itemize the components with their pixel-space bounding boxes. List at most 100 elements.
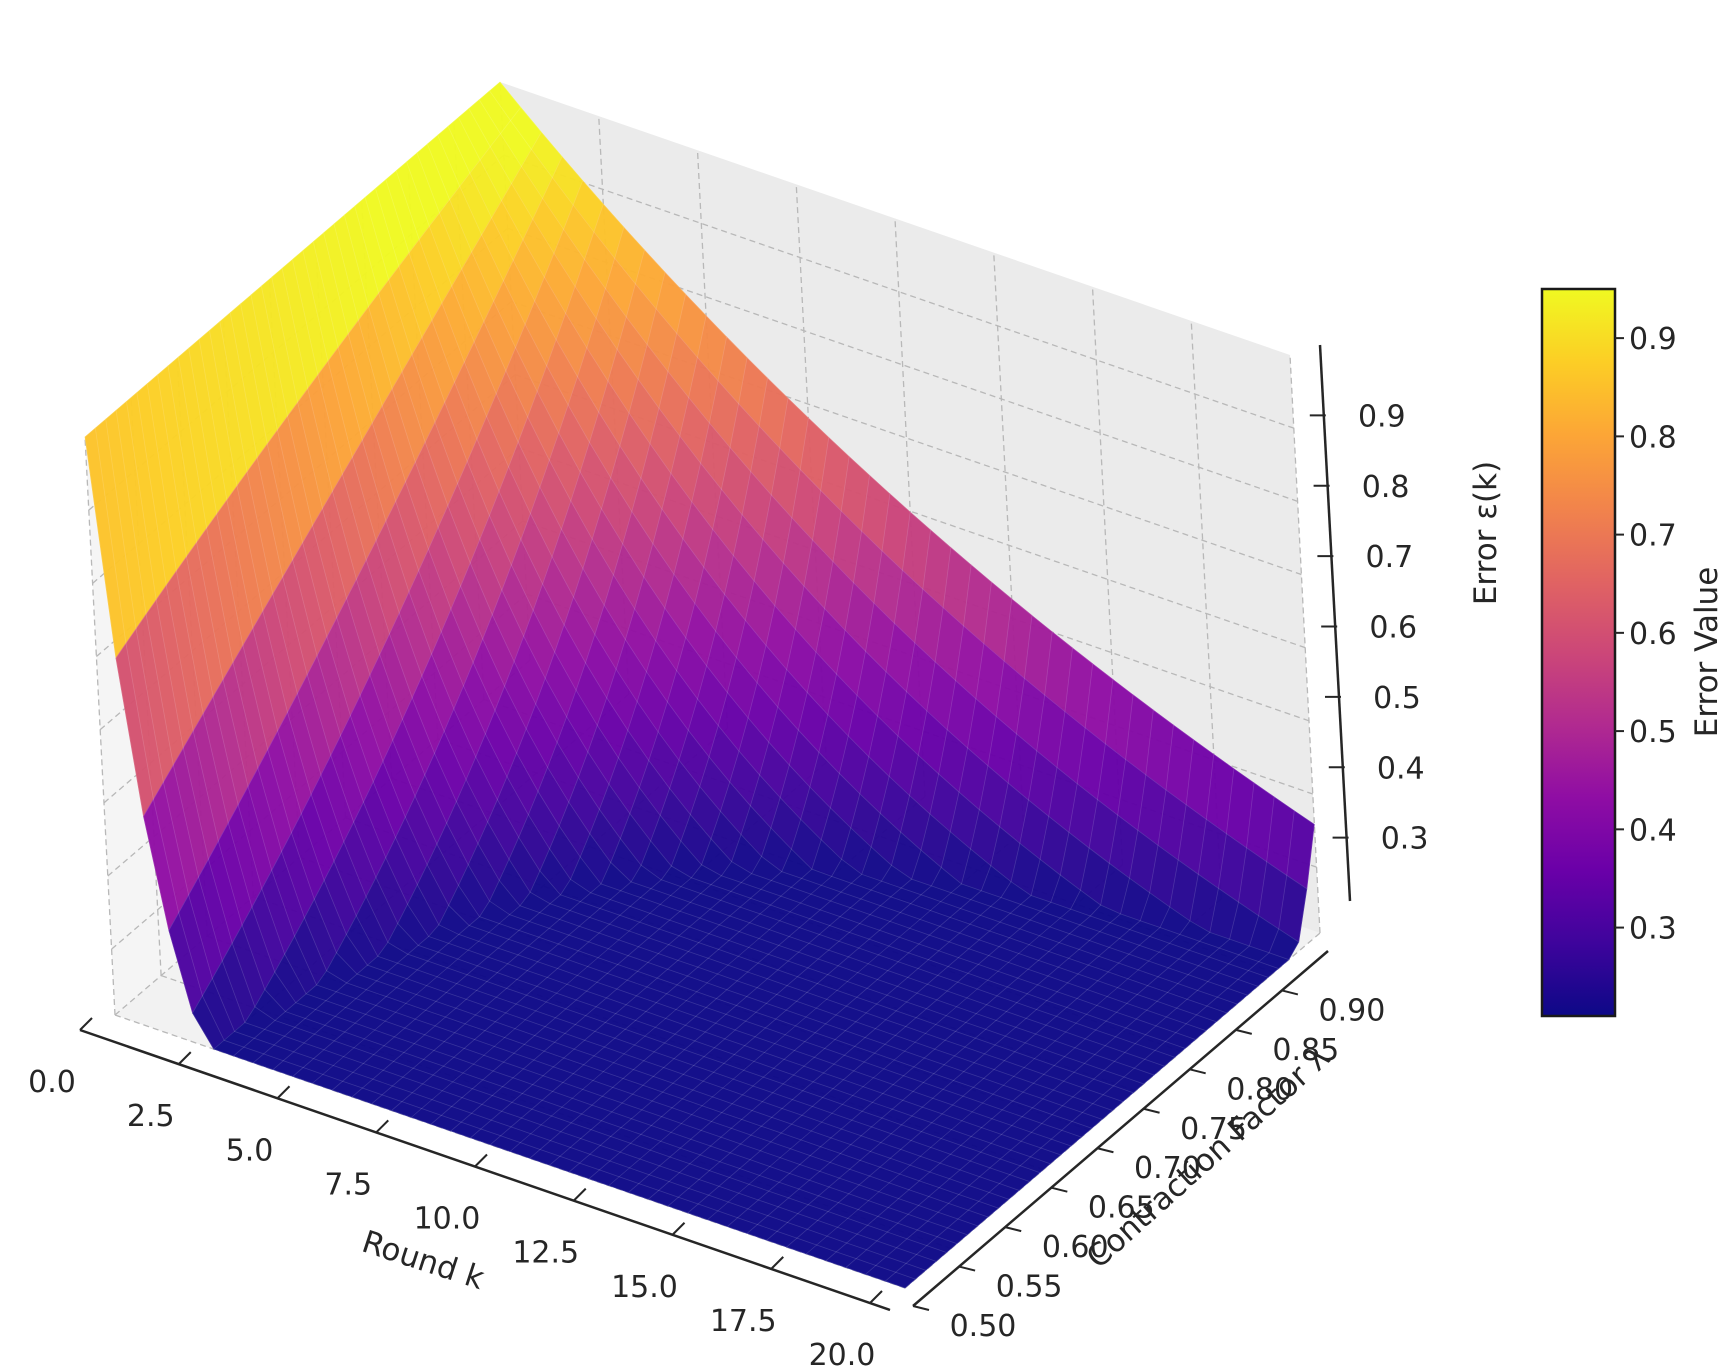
surface-mesh-line bbox=[167, 365, 989, 1218]
surface-mesh-line bbox=[143, 132, 542, 817]
y-tick-label: 0.50 bbox=[950, 1309, 1017, 1344]
surface-mesh-line bbox=[647, 631, 1053, 1200]
surface-mesh-line bbox=[430, 437, 830, 1125]
y-tick-mark bbox=[1097, 1147, 1114, 1154]
surface-mesh-line bbox=[192, 180, 584, 1014]
grid-line bbox=[84, 436, 116, 1016]
colorbar-tick-label: 0.3 bbox=[1629, 912, 1677, 947]
y-tick-mark bbox=[912, 1305, 930, 1311]
y-tick-mark bbox=[958, 1265, 976, 1272]
y-tick-mark bbox=[1004, 1226, 1022, 1233]
surface-mesh-line bbox=[240, 303, 1061, 1156]
y-tick-label: 0.85 bbox=[1272, 1033, 1339, 1068]
y-tick-label: 0.90 bbox=[1318, 993, 1385, 1028]
surface-mesh-line bbox=[84, 81, 501, 438]
surface-mesh-line bbox=[271, 277, 1092, 1129]
x-tick-label: 10.0 bbox=[414, 1202, 481, 1237]
surface-mesh-line bbox=[281, 268, 1103, 1120]
surface-mesh-line bbox=[468, 108, 1290, 961]
surface-mesh-line bbox=[458, 117, 1279, 969]
surface-mesh-line bbox=[250, 294, 1072, 1147]
surface-mesh-line bbox=[385, 179, 1207, 1032]
x-tick-mark bbox=[474, 1153, 488, 1168]
colorbar-label: Error Value bbox=[1689, 567, 1725, 738]
surface-mesh-line bbox=[549, 547, 952, 1166]
x-axis-line bbox=[79, 1028, 891, 1312]
x-tick-mark bbox=[276, 1085, 291, 1099]
surface-mesh-line bbox=[146, 383, 968, 1236]
x-tick-mark bbox=[178, 1051, 192, 1065]
surface-mesh-line bbox=[884, 810, 1295, 1282]
surface-mesh-line bbox=[198, 339, 1020, 1191]
surface bbox=[84, 81, 1315, 1289]
colorbar-tick-label: 0.7 bbox=[1629, 519, 1677, 554]
x-tick-mark bbox=[869, 1290, 883, 1304]
grid-line bbox=[696, 150, 729, 729]
y-tick-mark bbox=[1143, 1107, 1160, 1114]
surface-mesh-line bbox=[410, 417, 809, 1118]
colorbar-tick-label: 0.5 bbox=[1629, 715, 1677, 750]
y-tick-mark bbox=[1235, 1028, 1253, 1035]
surface-mesh-line bbox=[323, 232, 1144, 1085]
grid-line bbox=[993, 252, 1025, 831]
surface-mesh-line bbox=[233, 227, 625, 1057]
surface-mesh-line bbox=[94, 428, 916, 1280]
colorbar-gradient bbox=[1540, 287, 1617, 1018]
z-tick-label: 0.8 bbox=[1362, 470, 1410, 505]
colorbar: 0.3 0.4 0.5 0.6 0.7 0.8 0.9 Error Value bbox=[1540, 287, 1725, 1018]
surface-mesh-line bbox=[470, 475, 870, 1139]
surface-mesh-line bbox=[252, 249, 645, 1064]
surface-mesh-line bbox=[272, 272, 666, 1070]
surface-patch bbox=[884, 1271, 916, 1289]
surface-mesh-line bbox=[726, 694, 1134, 1227]
surface-mesh-line bbox=[766, 724, 1174, 1241]
colorbar-tick-label: 0.6 bbox=[1629, 617, 1677, 652]
x-tick-label: 0.0 bbox=[28, 1065, 76, 1100]
x-tick-mark bbox=[671, 1222, 686, 1236]
surface-mesh-line bbox=[509, 512, 911, 1152]
colorbar-tick-label: 0.4 bbox=[1629, 813, 1677, 848]
surface-mesh-line bbox=[115, 410, 937, 1262]
surface-mesh-line bbox=[437, 135, 1258, 987]
surface-mesh-line bbox=[416, 152, 1238, 1005]
z-ticks: 0.3 0.4 0.5 0.6 0.7 0.8 0.9 bbox=[1309, 399, 1428, 857]
colorbar-tick-label: 0.8 bbox=[1629, 420, 1677, 455]
surface-mesh-line bbox=[489, 493, 891, 1145]
surface-mesh-line bbox=[746, 709, 1154, 1234]
surface-mesh-line bbox=[805, 754, 1215, 1255]
surface-mesh-line bbox=[588, 582, 992, 1180]
surface-mesh-line bbox=[354, 206, 1175, 1058]
surface-mesh-line bbox=[209, 330, 1030, 1182]
y-tick-mark bbox=[1051, 1186, 1068, 1193]
grid-line bbox=[894, 218, 926, 797]
axes bbox=[79, 344, 1352, 1312]
grid-line bbox=[1091, 286, 1124, 865]
surface-mesh-line bbox=[395, 170, 1217, 1023]
y-tick-mark bbox=[1189, 1068, 1206, 1075]
grid-line bbox=[1289, 354, 1321, 934]
x-ticks: 0.0 2.5 5.0 7.5 10.0 12.5 15.0 17.5 20.0 bbox=[28, 1017, 883, 1366]
surface-mesh-line bbox=[529, 529, 931, 1159]
z-axis-label: Error ε(k) bbox=[1468, 461, 1504, 605]
surface-mesh-line bbox=[219, 321, 1041, 1174]
x-tick-label: 5.0 bbox=[226, 1133, 274, 1168]
surface-mesh-line bbox=[157, 374, 978, 1227]
surface-mesh-line bbox=[292, 259, 1113, 1111]
z-tick-label: 0.5 bbox=[1373, 681, 1421, 716]
surface-mesh-line bbox=[312, 241, 1134, 1094]
x-tick-mark bbox=[375, 1119, 389, 1134]
surface-mesh-line bbox=[364, 197, 1186, 1049]
surface-mesh-line bbox=[105, 419, 926, 1271]
x-tick-mark bbox=[770, 1256, 784, 1270]
y-tick-mark bbox=[1281, 989, 1299, 996]
surface-mesh-line bbox=[312, 315, 707, 1084]
surface-mesh-line bbox=[177, 357, 999, 1209]
y-tick-label: 0.80 bbox=[1226, 1072, 1293, 1107]
surface-mesh-line bbox=[568, 564, 972, 1173]
y-tick-label: 0.75 bbox=[1180, 1112, 1247, 1147]
x-tick-mark bbox=[79, 1017, 93, 1031]
surface-mesh-line bbox=[628, 615, 1033, 1193]
surface-mesh-line bbox=[292, 294, 686, 1077]
surface-mesh-line bbox=[489, 90, 1308, 890]
